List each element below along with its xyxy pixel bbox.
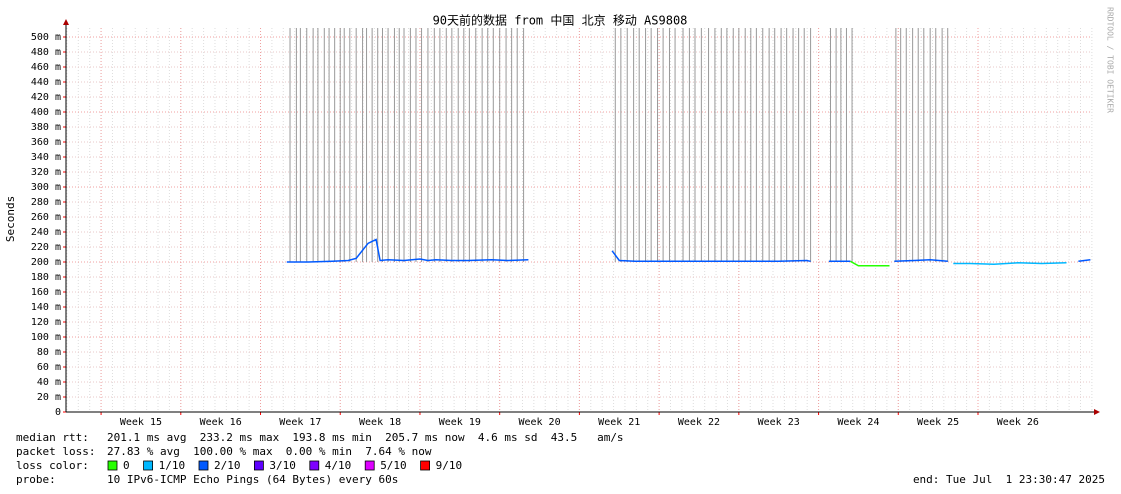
stat-text: 201.1 ms avg 233.2 ms max 193.8 ms min 2… [107, 431, 624, 444]
y-tick-label: 320 m [31, 167, 61, 178]
end-time: end: Tue Jul 1 23:30:47 2025 [913, 473, 1105, 486]
x-tick-label: Week 21 [598, 417, 640, 428]
y-tick-label: 300 m [31, 182, 61, 193]
legend-swatch [253, 460, 264, 471]
x-tick-label: Week 18 [359, 417, 401, 428]
median-line [953, 262, 1067, 266]
y-tick-label: 20 m [37, 392, 61, 403]
y-tick-label: 500 m [31, 32, 61, 43]
legend-label: 3/10 [269, 459, 296, 472]
y-tick-label: 80 m [37, 347, 61, 358]
y-axis-label: Seconds [4, 196, 17, 242]
stat-text: 27.83 % avg 100.00 % max 0.00 % min 7.64… [107, 445, 432, 458]
y-tick-label: 440 m [31, 77, 61, 88]
y-tick-label: 60 m [37, 362, 61, 373]
x-tick-label: Week 19 [439, 417, 481, 428]
legend-swatch [143, 460, 154, 471]
y-arrow [63, 19, 69, 25]
x-tick-label: Week 23 [758, 417, 800, 428]
y-tick-label: 260 m [31, 212, 61, 223]
y-tick-label: 120 m [31, 317, 61, 328]
y-tick-label: 340 m [31, 152, 61, 163]
loss-color-label: loss color: [16, 459, 89, 472]
legend-swatch [198, 460, 209, 471]
y-tick-label: 360 m [31, 137, 61, 148]
y-tick-label: 140 m [31, 302, 61, 313]
legend-label: 2/10 [214, 459, 241, 472]
median-line [286, 238, 1091, 263]
x-tick-label: Week 26 [997, 417, 1039, 428]
y-tick-label: 420 m [31, 92, 61, 103]
y-tick-label: 280 m [31, 197, 61, 208]
stat-label: packet loss: [16, 445, 95, 458]
y-tick-label: 480 m [31, 47, 61, 58]
y-tick-label: 160 m [31, 287, 61, 298]
x-tick-label: Week 20 [518, 417, 560, 428]
probe-label: probe: [16, 473, 56, 486]
y-tick-label: 380 m [31, 122, 61, 133]
probe-text: 10 IPv6-ICMP Echo Pings (64 Bytes) every… [107, 473, 398, 486]
x-arrow [1094, 409, 1100, 415]
legend-label: 5/10 [380, 459, 407, 472]
legend-swatch [364, 460, 375, 471]
legend-swatch [309, 460, 320, 471]
legend-swatch [107, 460, 118, 471]
y-tick-label: 40 m [37, 377, 61, 388]
median-line [850, 260, 890, 267]
x-tick-label: Week 16 [200, 417, 242, 428]
y-tick-label: 460 m [31, 62, 61, 73]
y-tick-label: 180 m [31, 272, 61, 283]
y-tick-label: 100 m [31, 332, 61, 343]
watermark: RRDTOOL / TOBI OETIKER [1106, 7, 1115, 113]
y-tick-label: 220 m [31, 242, 61, 253]
legend-label: 0 [123, 459, 130, 472]
x-tick-label: Week 25 [917, 417, 959, 428]
y-tick-label: 0 [55, 407, 61, 418]
x-tick-label: Week 15 [120, 417, 162, 428]
y-tick-label: 200 m [31, 257, 61, 268]
legend-swatch [420, 460, 431, 471]
legend-label: 1/10 [159, 459, 186, 472]
x-tick-label: Week 24 [837, 417, 879, 428]
chart-title: 90天前的数据 from 中国 北京 移动 AS9808 [433, 13, 688, 28]
legend-label: 4/10 [325, 459, 352, 472]
y-tick-label: 400 m [31, 107, 61, 118]
stat-label: median rtt: [16, 431, 89, 444]
y-tick-label: 240 m [31, 227, 61, 238]
x-tick-label: Week 17 [279, 417, 321, 428]
x-tick-label: Week 22 [678, 417, 720, 428]
legend-label: 9/10 [436, 459, 463, 472]
